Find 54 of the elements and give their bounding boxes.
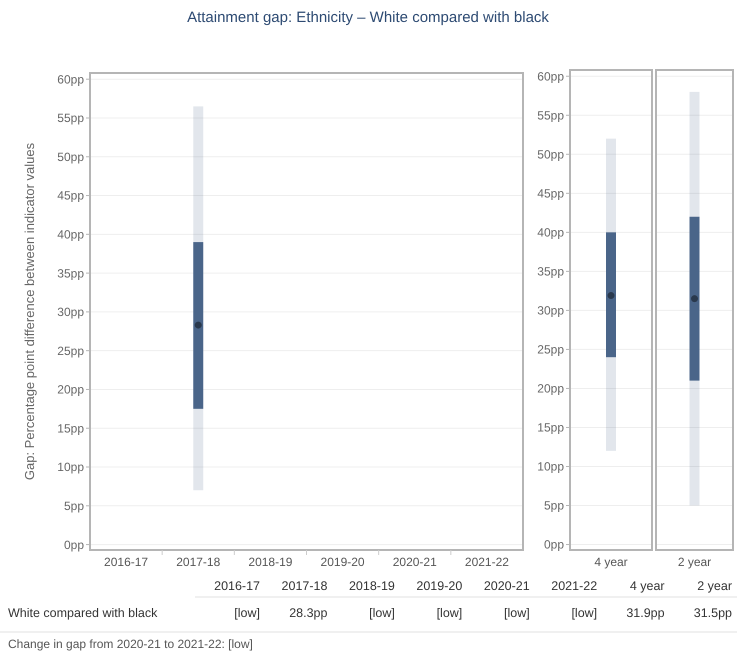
- y-tick-label: 15pp: [57, 421, 84, 436]
- x-tick-label: 2020-21: [392, 555, 438, 569]
- text: Change in gap from 2020-21 to 2021-22: [low]: [8, 637, 253, 651]
- y-tick-label: 45pp: [57, 188, 84, 203]
- x-tick-label: 2019-20: [320, 555, 365, 569]
- text: [low]: [234, 606, 260, 620]
- category-label: 2017-18: [282, 579, 328, 593]
- category-label: 2016-17: [214, 579, 260, 593]
- y-tick-label: 60pp: [537, 69, 564, 84]
- x-tick-label: 2016-17: [104, 555, 148, 569]
- y-tick-label: 25pp: [57, 344, 84, 358]
- y-tick-label: 10pp: [537, 460, 564, 474]
- category-label: 4 year: [630, 579, 665, 593]
- y-tick-label: 60pp: [57, 72, 84, 86]
- y-tick-label: 55pp: [537, 108, 564, 122]
- y-tick-label: 5pp: [544, 498, 564, 513]
- y-tick-label: 0pp: [544, 538, 564, 552]
- y-tick-label: 40pp: [57, 228, 84, 242]
- category-label: 2019-20: [416, 579, 462, 593]
- x-tick-label: 4 year: [594, 555, 628, 569]
- y-tick-label: 55pp: [57, 111, 84, 126]
- y-tick-label: 10pp: [57, 460, 84, 474]
- x-tick-label: 2 year: [678, 555, 712, 569]
- y-tick-label: 40pp: [537, 226, 564, 240]
- y-tick-label: 25pp: [537, 342, 564, 357]
- y-axis-title: Gap: Percentage point difference between indicator values: [22, 142, 37, 480]
- text: [low]: [571, 606, 598, 620]
- text: [low]: [436, 606, 462, 620]
- text: 31.9pp: [626, 606, 665, 620]
- y-tick-label: 20pp: [57, 382, 84, 397]
- y-tick-label: 5pp: [64, 498, 84, 513]
- y-tick-label: 35pp: [57, 266, 84, 280]
- x-tick-label: 2021-22: [464, 555, 510, 569]
- text: 31.5pp: [694, 606, 732, 620]
- y-tick-label: 45pp: [537, 186, 564, 201]
- text: White compared with black: [8, 606, 158, 620]
- x-tick-label: 2018-19: [248, 555, 293, 569]
- y-tick-label: 50pp: [537, 147, 564, 162]
- chart-title: Attainment gap: Ethnicity – White compared with black: [187, 9, 550, 26]
- y-tick-label: 30pp: [537, 304, 564, 318]
- text: [low]: [369, 606, 395, 620]
- y-tick-label: 0pp: [64, 538, 84, 552]
- y-tick-label: 15pp: [537, 420, 564, 435]
- category-label: 2020-21: [484, 579, 530, 593]
- y-tick-label: 20pp: [537, 382, 564, 396]
- x-tick-label: 2017-18: [176, 555, 221, 569]
- text: 28.3pp: [289, 606, 328, 620]
- category-label: 2 year: [697, 579, 732, 593]
- text: [low]: [504, 606, 530, 620]
- y-tick-label: 35pp: [537, 264, 564, 279]
- category-label: 2018-19: [348, 579, 395, 593]
- y-tick-label: 50pp: [57, 150, 84, 164]
- category-label: 2021-22: [551, 579, 598, 593]
- y-tick-label: 30pp: [57, 305, 84, 320]
